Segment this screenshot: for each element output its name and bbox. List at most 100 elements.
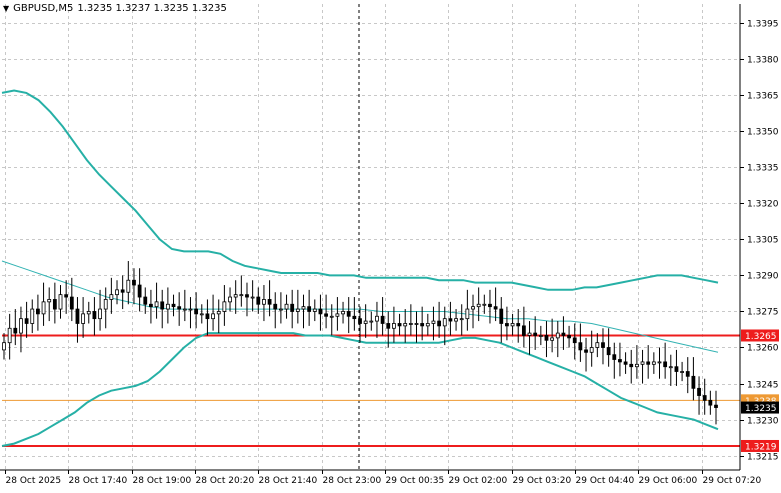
time-tick-label: 28 Oct 19:00 [133, 476, 192, 486]
time-tick-label: 29 Oct 04:40 [576, 476, 635, 486]
time-tick-label: 28 Oct 21:40 [259, 476, 318, 486]
candle [499, 297, 504, 343]
candle-body [403, 323, 408, 327]
candle [103, 287, 108, 329]
candle [663, 342, 668, 379]
candle [36, 294, 40, 331]
candle-body [2, 342, 6, 351]
candle [2, 333, 6, 360]
level-tag-upper: 1.3265 [745, 332, 777, 342]
candle [555, 321, 560, 358]
candle [476, 287, 481, 322]
candle [521, 306, 526, 348]
candle [375, 301, 379, 338]
candle [369, 311, 374, 331]
time-tick-label: 29 Oct 00:35 [386, 476, 445, 486]
candle [273, 292, 278, 329]
candle-body [13, 327, 18, 334]
candle-body [290, 303, 295, 312]
level-tag-lower: 1.3219 [745, 442, 777, 452]
candle [702, 378, 707, 415]
candle-body [567, 335, 571, 339]
candle-body [352, 315, 357, 320]
candle [425, 313, 430, 336]
level-tag-lower-bg [741, 439, 779, 452]
candle [13, 309, 18, 346]
upper-band-line [1, 89, 719, 291]
candle [324, 294, 328, 329]
candle [278, 292, 283, 324]
candle [81, 297, 86, 338]
candle-body [363, 320, 368, 324]
candle [431, 306, 436, 341]
candle-body [521, 325, 526, 336]
candle-body [623, 361, 628, 365]
candle-body [533, 332, 538, 336]
candle-body [115, 289, 119, 296]
candle-body [295, 308, 300, 312]
candle [301, 294, 306, 329]
candle-body [601, 342, 605, 348]
candle-body [19, 318, 23, 334]
candle [24, 301, 29, 338]
candle-body [92, 311, 97, 320]
candle-body [471, 306, 475, 310]
candle-body [538, 335, 543, 337]
candle [561, 316, 566, 350]
candle-body [81, 313, 86, 324]
candle-body [52, 299, 57, 310]
candle-body [454, 318, 458, 322]
candle [188, 297, 193, 329]
candle-body [702, 395, 707, 401]
candle [471, 294, 475, 329]
candle [239, 275, 244, 307]
time-tick-label: 28 Oct 20:20 [196, 476, 255, 486]
candle-body [47, 299, 52, 303]
candle-body [397, 323, 402, 327]
candle [216, 299, 221, 334]
candle [233, 280, 238, 314]
candle [109, 277, 114, 314]
candle-body [182, 308, 187, 311]
candle-body [544, 335, 549, 341]
candle-body [595, 342, 600, 348]
candle-body [476, 303, 481, 308]
candle [290, 289, 295, 329]
time-tick-label: 29 Oct 06:00 [639, 476, 698, 486]
grid [2, 4, 740, 470]
candle [657, 347, 662, 379]
time-tick-label: 28 Oct 2025 [6, 476, 62, 486]
candle-body [527, 332, 532, 336]
candle-body [674, 366, 679, 372]
candle-body [98, 308, 102, 320]
candle-body [584, 349, 588, 353]
candle-body [572, 337, 577, 344]
candle [120, 275, 125, 310]
candle-body [561, 332, 566, 336]
candle-body [154, 301, 159, 308]
dropdown-triangle-icon[interactable]: ▼ [3, 4, 10, 13]
candle-body [685, 371, 690, 377]
candle-body [341, 311, 345, 315]
candle [352, 297, 357, 331]
price-tick-label: 1.3275 [747, 308, 779, 318]
candle-body [505, 323, 509, 327]
time-tick-label: 28 Oct 23:00 [323, 476, 382, 486]
candle-body [24, 318, 29, 324]
price-tick-label: 1.3245 [747, 381, 779, 391]
candle-body [324, 313, 328, 317]
candle [312, 299, 317, 322]
candle-body [284, 303, 289, 310]
symbol-label: GBPUSD,M5 [13, 3, 74, 14]
symbol-header: ▼ GBPUSD,M5 1.3235 1.3237 1.3235 1.3235 [3, 3, 227, 14]
candle-body [358, 318, 362, 324]
candle-body [199, 313, 204, 316]
candle-body [392, 323, 396, 329]
candle [19, 306, 23, 353]
candle-body [205, 313, 210, 320]
candle [30, 299, 35, 334]
current-price-tag-bg [741, 401, 779, 414]
candle-body [36, 308, 40, 315]
